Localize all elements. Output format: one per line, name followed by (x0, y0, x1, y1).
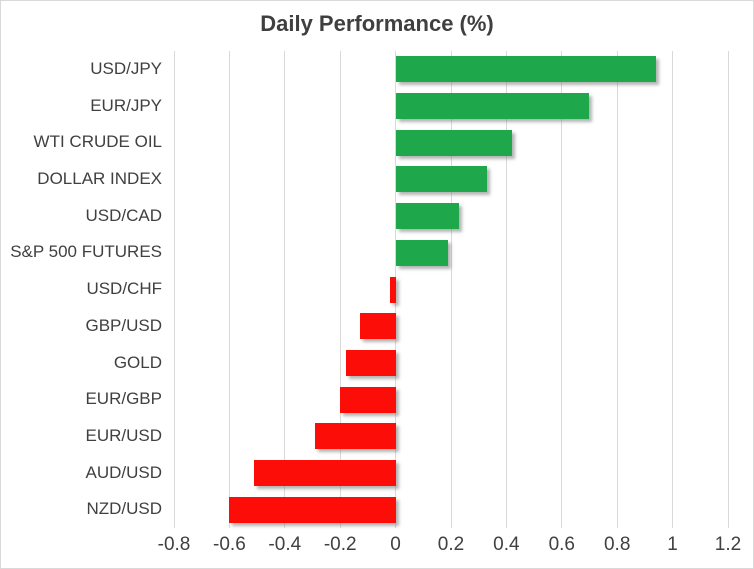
bar (390, 276, 396, 303)
gridline (228, 51, 230, 528)
category-label: DOLLAR INDEX (37, 169, 162, 189)
gridline (450, 51, 452, 528)
plot-area (173, 51, 729, 528)
gridline (672, 51, 674, 528)
category-label: WTI CRUDE OIL (33, 132, 162, 152)
category-label: S&P 500 FUTURES (10, 242, 162, 262)
x-axis-tick-label: 0.4 (493, 534, 520, 555)
x-axis-tick-label: -0.2 (323, 534, 357, 555)
category-label: EUR/GBP (85, 389, 162, 409)
gridline (561, 51, 563, 528)
bar (229, 496, 396, 523)
bar (395, 239, 449, 266)
bar (340, 386, 396, 413)
x-axis-tick-label: 1 (667, 534, 678, 555)
gridline (173, 51, 175, 528)
category-label: USD/CAD (85, 205, 162, 225)
bar (345, 349, 396, 376)
x-axis-tick-label: 0.2 (437, 534, 465, 555)
category-label: EUR/USD (85, 425, 162, 445)
category-label: USD/CHF (86, 279, 162, 299)
category-label: EUR/JPY (90, 95, 162, 115)
bar (254, 459, 396, 486)
bar (359, 313, 396, 340)
chart-title: Daily Performance (%) (260, 11, 494, 36)
category-label: USD/JPY (90, 59, 162, 78)
gridline (284, 51, 286, 528)
bar (395, 166, 487, 193)
bar (395, 56, 656, 83)
category-label: AUD/USD (85, 462, 162, 482)
bar (395, 203, 460, 230)
category-label: GBP/USD (85, 315, 162, 335)
x-axis-tick-label: 1.2 (714, 534, 742, 555)
gridline (505, 51, 507, 528)
gridline (727, 51, 729, 528)
bar (395, 93, 590, 120)
category-label: NZD/USD (86, 499, 162, 519)
x-axis-tick-label: -0.6 (213, 534, 246, 555)
x-axis-tick-label: 0.8 (603, 534, 631, 555)
gridline (395, 51, 397, 528)
bar (395, 129, 512, 156)
x-axis-tick-label: -0.4 (268, 534, 302, 555)
x-axis-tick-label: -0.8 (157, 534, 191, 555)
category-label: GOLD (113, 352, 162, 372)
gridline (339, 51, 341, 528)
x-axis-tick-label: 0 (390, 534, 401, 555)
x-axis-tick-label: 0.6 (548, 534, 575, 555)
gridline (616, 51, 618, 528)
bar (315, 423, 396, 450)
